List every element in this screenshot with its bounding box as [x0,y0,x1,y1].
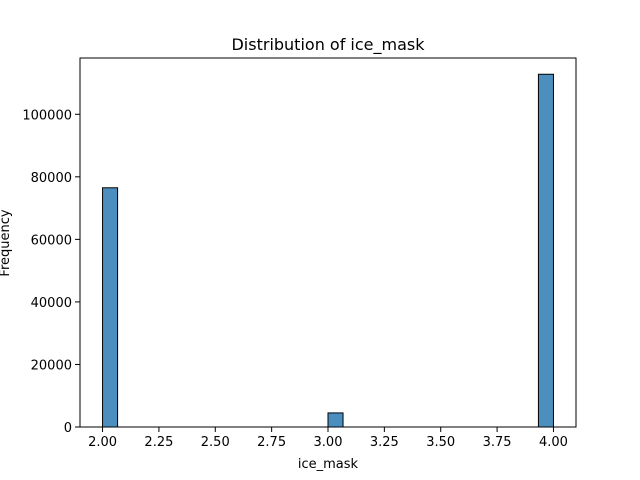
histogram-bar [327,412,344,428]
y-tick-label: 40000 [31,296,72,311]
histogram-bar [537,73,554,428]
x-axis-label: ice_mask [298,457,359,472]
x-tick-label: 3.00 [314,435,343,450]
x-tick-label: 2.75 [257,435,286,450]
y-axis-label: Frequency [0,209,13,276]
bars-layer [102,73,554,428]
x-tick-label: 4.00 [539,435,568,450]
x-tick-label: 2.00 [88,435,117,450]
x-tick-label: 2.50 [201,435,230,450]
x-tick-label: 3.50 [426,435,455,450]
chart-title: Distribution of ice_mask [231,35,425,55]
histogram-bar [102,187,119,428]
x-axis-ticks: 2.00 2.25 2.50 2.75 3.00 3.25 3.50 3.75 4.00 [88,427,568,450]
y-tick-label: 100000 [22,108,72,123]
y-axis-ticks: 0 20000 40000 60000 80000 100000 [22,108,80,436]
y-tick-label: 80000 [31,171,72,186]
y-tick-label: 60000 [31,233,72,248]
x-tick-label: 3.25 [370,435,399,450]
y-tick-label: 0 [64,421,72,436]
x-tick-label: 3.75 [483,435,512,450]
x-tick-label: 2.25 [144,435,173,450]
y-tick-label: 20000 [31,358,72,373]
